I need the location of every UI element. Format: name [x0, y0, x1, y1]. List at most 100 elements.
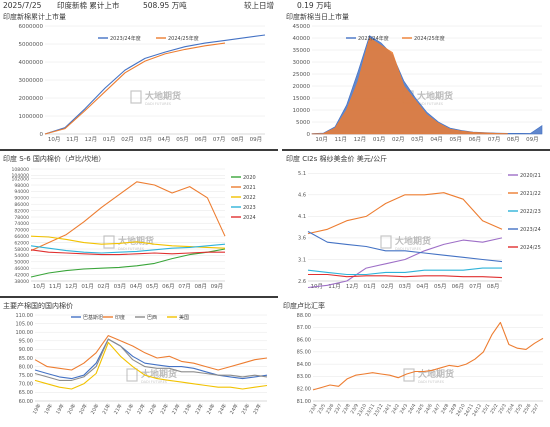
x-tick-label: 21年 [124, 402, 136, 415]
watermark-text: 大地期货 [395, 235, 431, 247]
x-tick-label: 04月 [130, 283, 143, 290]
divider [0, 296, 278, 298]
y-tick-label: 62000 [14, 240, 29, 246]
x-tick-label: 02月 [392, 136, 405, 143]
y-tick-label: 98000 [14, 183, 29, 189]
x-tick-label: 08月 [231, 136, 244, 143]
x-tick-label: 02月 [121, 136, 134, 143]
x-tick-label: 05月 [450, 136, 463, 143]
x-tick-label: 10月 [33, 283, 46, 290]
y-tick-label: 0 [40, 132, 44, 138]
watermark-subtext: DADI FUTURES [417, 102, 444, 106]
series-line [30, 248, 226, 278]
divider [0, 149, 278, 151]
watermark-subtext: DADI FUTURES [145, 102, 172, 106]
x-tick-label: 23/8 [341, 403, 351, 415]
x-tick-label: 06月 [469, 136, 482, 143]
series-line [44, 42, 226, 135]
y-tick-label: 0 [307, 132, 311, 138]
x-tick-label: 23/6 [325, 403, 335, 415]
x-tick-label: 24年 [228, 402, 240, 415]
x-tick-label: 24年 [217, 402, 229, 415]
y-tick-label: 35000 [293, 48, 311, 54]
header-desc: 印度新棉 累计上市 [57, 1, 120, 10]
x-tick-label: 24年 [205, 402, 217, 415]
y-tick-label: 15000 [293, 96, 311, 102]
legend-label: 美国 [179, 314, 189, 321]
x-tick-label: 22年 [147, 402, 159, 415]
y-tick-label: 85.00 [297, 350, 311, 356]
s6-price-chart: 3800042000460005000054000580006200066000… [11, 167, 256, 290]
series-line [34, 341, 268, 390]
y-tick-label: 85.00 [19, 356, 33, 362]
y-tick-label: 5000 [296, 120, 310, 126]
watermark-subtext: DADI FUTURES [141, 380, 168, 384]
y-tick-label: 2.6 [298, 279, 306, 285]
y-tick-label: 86.00 [297, 337, 311, 343]
x-tick-label: 12月 [354, 136, 367, 143]
x-tick-label: 04月 [158, 136, 171, 143]
series-line [312, 321, 544, 391]
x-tick-label: 25/3 [497, 403, 507, 415]
x-tick-label: 09月 [211, 283, 224, 290]
panel-title: 主要产棉国的国内棉价 [3, 302, 73, 310]
y-tick-label: 4.1 [298, 214, 306, 220]
x-tick-label: 05月 [176, 136, 189, 143]
x-tick-label: 25/7 [530, 403, 540, 415]
x-tick-label: 08月 [195, 283, 208, 290]
x-tick-label: 22年 [135, 402, 147, 415]
watermark-subtext: DADI FUTURES [118, 247, 145, 251]
series-line [44, 34, 266, 135]
x-tick-label: 23/9 [350, 403, 360, 415]
y-tick-label: 102000 [11, 176, 29, 182]
x-tick-label: 12月 [346, 283, 359, 290]
header-date: 2025/7/25 [3, 1, 42, 10]
y-tick-label: 74000 [14, 221, 29, 227]
y-tick-label: 45000 [293, 24, 311, 30]
x-tick-label: 24/4 [407, 403, 417, 415]
x-tick-label: 11月 [66, 136, 79, 143]
y-tick-label: 82.00 [297, 387, 311, 393]
y-tick-label: 50000 [14, 260, 29, 266]
legend-label: 2024 [243, 215, 256, 221]
header-value: 508.95 万吨 [143, 1, 187, 10]
y-tick-label: 108000 [11, 167, 29, 173]
x-tick-label: 01月 [103, 136, 116, 143]
y-tick-label: 86000 [14, 202, 29, 208]
x-tick-label: 04月 [416, 283, 429, 290]
watermark-text: 大地期货 [418, 368, 454, 380]
x-tick-label: 25/5 [514, 403, 524, 415]
y-tick-label: 25000 [293, 72, 311, 78]
series-line [307, 267, 502, 276]
y-tick-label: 5000000 [19, 42, 44, 48]
legend-label: 2022 [243, 195, 256, 201]
y-tick-label: 38000 [14, 279, 29, 285]
y-tick-label: 3.6 [298, 236, 306, 242]
y-tick-label: 87.00 [297, 325, 311, 331]
y-tick-label: 88.00 [297, 313, 311, 319]
panel-title: 印度新棉当日上市量 [286, 13, 349, 21]
x-tick-label: 23/12 [373, 403, 385, 418]
y-tick-label: 81.00 [297, 399, 311, 405]
x-tick-label: 07月 [469, 283, 482, 290]
panel-daily-arrivals: 印度新棉当日上市量 0 5000 10000 15000 20000 25000 30000… [286, 12, 548, 147]
x-tick-label: 11月 [49, 283, 62, 290]
daily-arrivals-chart: 0 5000 10000 15000 20000 25000 30000 35000 40000… [293, 24, 543, 143]
panel-title: 印度卢比汇率 [283, 302, 325, 310]
panel-title: 印度新棉累计上市量 [3, 13, 66, 21]
y-tick-label: 20000 [293, 84, 311, 90]
legend-label: 2023 [243, 205, 256, 211]
y-tick-label: 30000 [293, 60, 311, 66]
y-tick-label: 66000 [14, 234, 29, 240]
panel-domestic-prices: 主要产棉国的国内棉价 60.00 65.00 70.00 75.00 80.00 85.0… [3, 301, 271, 426]
y-tick-label: 105.00 [16, 321, 34, 327]
x-tick-label: 24/12 [471, 403, 483, 418]
x-tick-label: 20年 [66, 402, 78, 415]
y-tick-label: 104000 [11, 173, 29, 179]
series-line [30, 249, 225, 256]
y-tick-label: 70000 [14, 228, 29, 234]
x-tick-label: 03月 [140, 136, 153, 143]
